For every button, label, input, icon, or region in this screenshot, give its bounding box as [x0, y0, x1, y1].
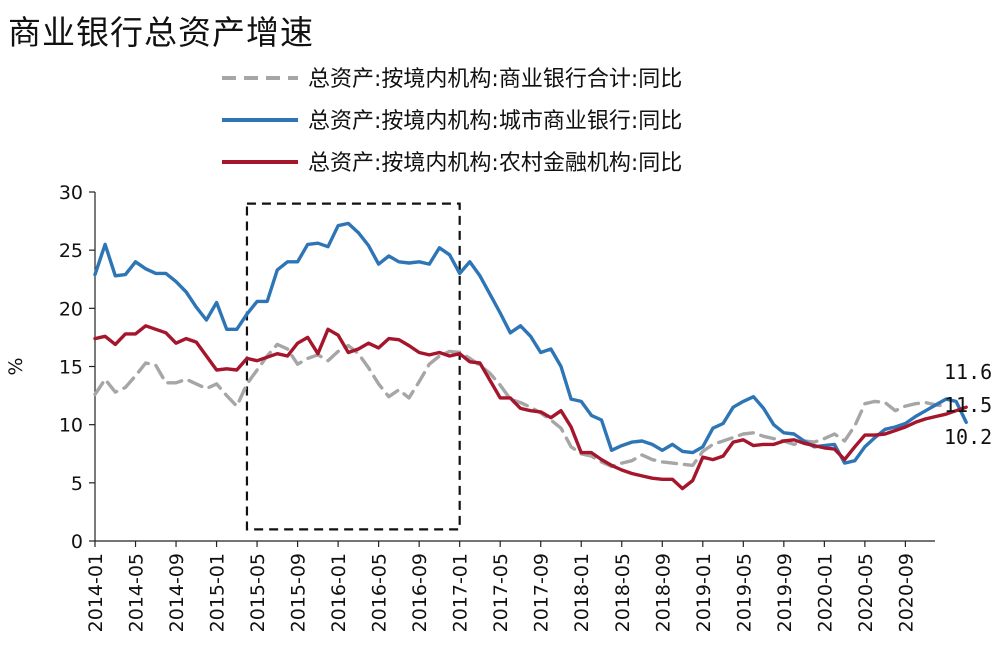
x-tick-label: 2017-09: [531, 553, 553, 632]
y-tick-label: 5: [71, 473, 83, 495]
x-tick-label: 2018-09: [652, 553, 674, 632]
y-tick-label: 15: [59, 357, 83, 379]
x-tick-label: 2015-09: [288, 553, 310, 632]
x-tick-label: 2014-01: [85, 553, 107, 632]
series-line-2: [93, 324, 968, 491]
y-tick-label: 25: [59, 240, 83, 262]
legend: 总资产:按境内机构:商业银行合计:同比总资产:按境内机构:城市商业银行:同比总资…: [222, 67, 682, 176]
end-labels: 11.6 11.5 10.2: [944, 360, 992, 449]
x-tick-label: 2016-01: [328, 553, 350, 632]
end-label-1: 11.5: [944, 393, 992, 417]
y-tick-label: 0: [71, 531, 83, 553]
y-tick-label: 10: [59, 415, 83, 437]
x-tick-label: 2018-05: [612, 553, 634, 632]
legend-label-1: 总资产:按境内机构:城市商业银行:同比: [308, 109, 682, 134]
y-axis: 0 5 10 15 20 25 30%: [5, 182, 96, 553]
x-tick-label: 2019-05: [733, 553, 755, 632]
end-label-2: 10.2: [944, 425, 992, 449]
x-tick-label: 2016-05: [369, 553, 391, 632]
x-tick-label: 2015-01: [207, 553, 229, 632]
chart-title: 商业银行总资产增速: [8, 13, 314, 52]
x-tick-label: 2020-05: [855, 553, 877, 632]
x-axis: 2014-01 2014-05 2014-09 2015-01 2015-05 2015-…: [85, 540, 935, 632]
x-tick-label: 2017-05: [490, 553, 512, 632]
x-tick-label: 2020-01: [814, 553, 836, 632]
end-label-0: 11.6: [944, 360, 992, 384]
x-tick-label: 2018-01: [571, 553, 593, 632]
x-tick-label: 2019-01: [693, 553, 715, 632]
legend-label-2: 总资产:按境内机构:农村金融机构:同比: [308, 151, 682, 176]
y-tick-label: 20: [59, 298, 83, 320]
x-tick-label: 2020-09: [895, 553, 917, 632]
x-tick-label: 2014-09: [166, 553, 188, 632]
y-tick-label: 30: [59, 182, 83, 204]
series-layer: [93, 221, 968, 491]
y-axis-label: %: [5, 357, 27, 375]
x-tick-label: 2015-05: [247, 553, 269, 632]
x-tick-label: 2019-09: [774, 553, 796, 632]
legend-label-0: 总资产:按境内机构:商业银行合计:同比: [308, 67, 682, 92]
series-line-1: [93, 221, 968, 465]
x-tick-label: 2017-01: [450, 553, 472, 632]
x-tick-label: 2016-09: [409, 553, 431, 632]
x-tick-label: 2014-05: [126, 553, 148, 632]
highlight-box: [245, 202, 461, 531]
highlight-rect: [245, 202, 461, 531]
